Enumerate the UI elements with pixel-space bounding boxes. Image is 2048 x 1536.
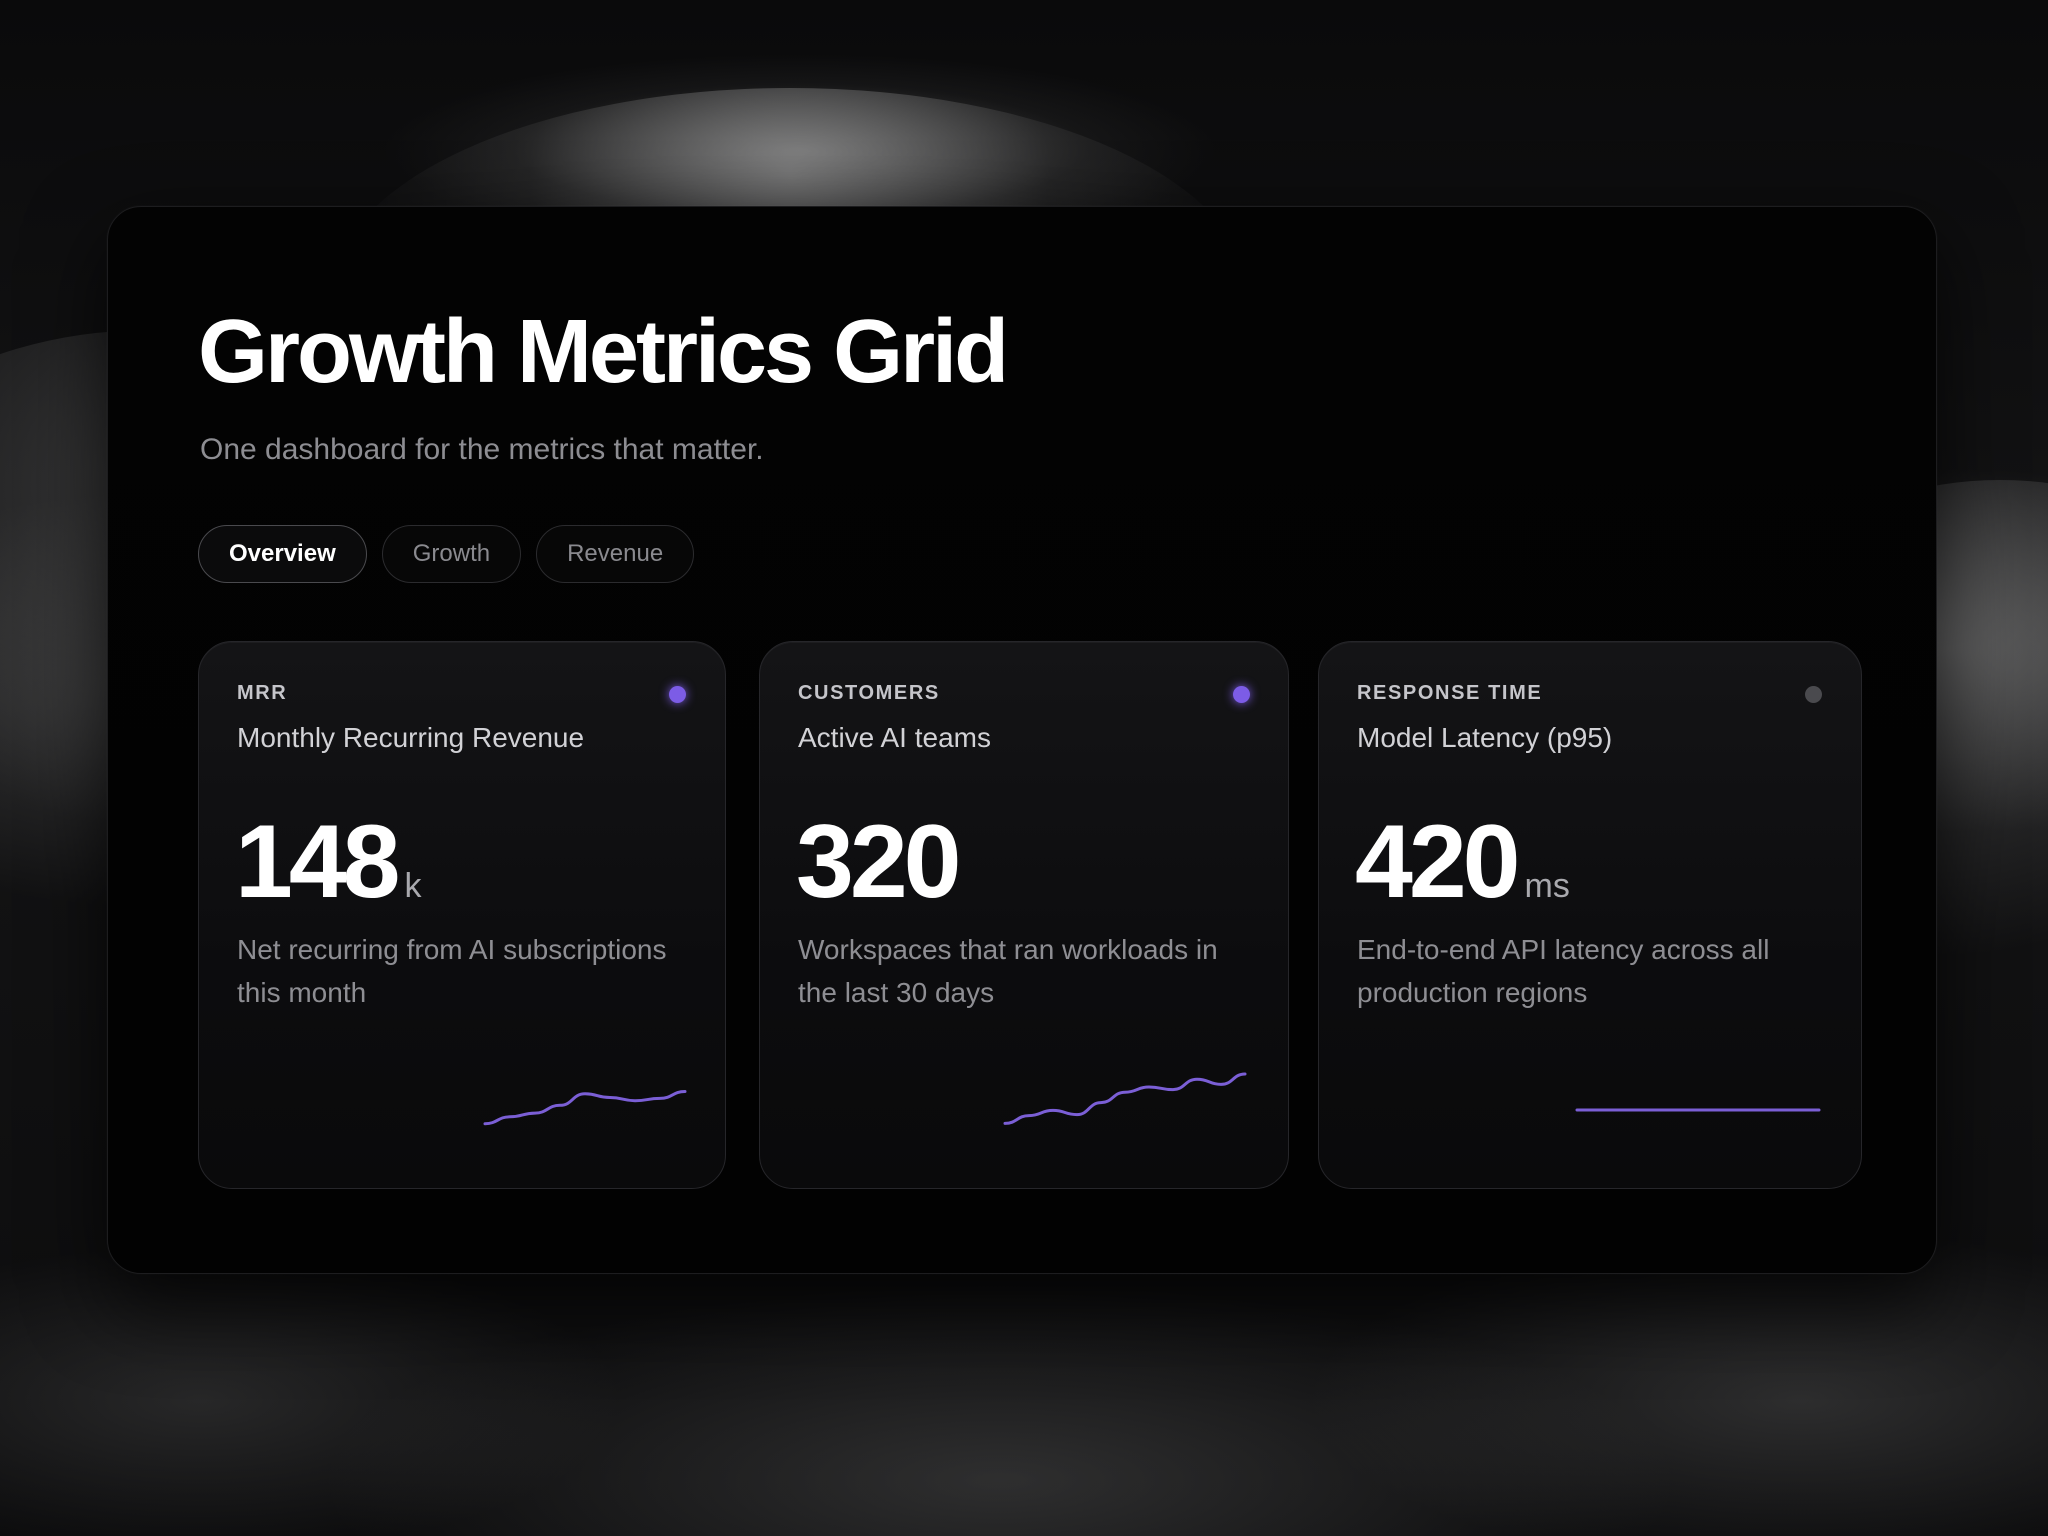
sparkline-path: [483, 1090, 687, 1126]
metric-label: MRR: [237, 682, 288, 704]
metric-unit: ms: [1524, 867, 1570, 905]
metric-value-row: 148 k: [235, 810, 422, 914]
tab-growth[interactable]: Growth: [381, 525, 522, 583]
metric-description: Net recurring from AI subscriptions this…: [237, 934, 667, 1008]
status-dot: [1805, 686, 1822, 703]
metric-card-customers[interactable]: CUSTOMERS Active AI teams 320 Workspaces…: [759, 641, 1289, 1189]
metric-value: 320: [796, 804, 962, 920]
page-subtitle: One dashboard for the metrics that matte…: [200, 433, 764, 466]
metric-value: 148: [235, 804, 401, 920]
sparkline-chart: [1575, 1108, 1821, 1112]
page-title: Growth Metrics Grid: [198, 302, 1009, 402]
status-dot: [669, 686, 686, 703]
sparkline-path: [1003, 1072, 1247, 1125]
tab-overview[interactable]: Overview: [198, 525, 367, 583]
metric-card-mrr[interactable]: MRR Monthly Recurring Revenue 148 k Net …: [198, 641, 726, 1189]
metric-name: Model Latency (p95): [1357, 722, 1613, 753]
metric-description: Workspaces that ran workloads in the las…: [798, 934, 1218, 1008]
metric-value-row: 320: [796, 810, 966, 914]
sparkline-chart: [483, 1090, 687, 1126]
metric-name: Monthly Recurring Revenue: [237, 722, 585, 753]
metric-unit: k: [404, 867, 422, 905]
metric-label: CUSTOMERS: [798, 682, 940, 704]
metric-value: 420: [1355, 804, 1521, 920]
metric-label: RESPONSE TIME: [1357, 682, 1543, 704]
sparkline-chart: [1003, 1072, 1247, 1125]
metric-description: End-to-end API latency across all produc…: [1357, 934, 1770, 1008]
metric-card-response-time[interactable]: RESPONSE TIME Model Latency (p95) 420 ms…: [1318, 641, 1862, 1189]
tab-revenue[interactable]: Revenue: [536, 525, 695, 583]
metric-name: Active AI teams: [798, 722, 991, 753]
tab-bar: Overview Growth Revenue: [198, 525, 695, 583]
status-dot: [1233, 686, 1250, 703]
metric-value-row: 420 ms: [1355, 810, 1570, 914]
metrics-grid: MRR Monthly Recurring Revenue 148 k Net …: [198, 641, 1862, 1189]
dashboard-panel: Growth Metrics Grid One dashboard for th…: [107, 206, 1937, 1274]
